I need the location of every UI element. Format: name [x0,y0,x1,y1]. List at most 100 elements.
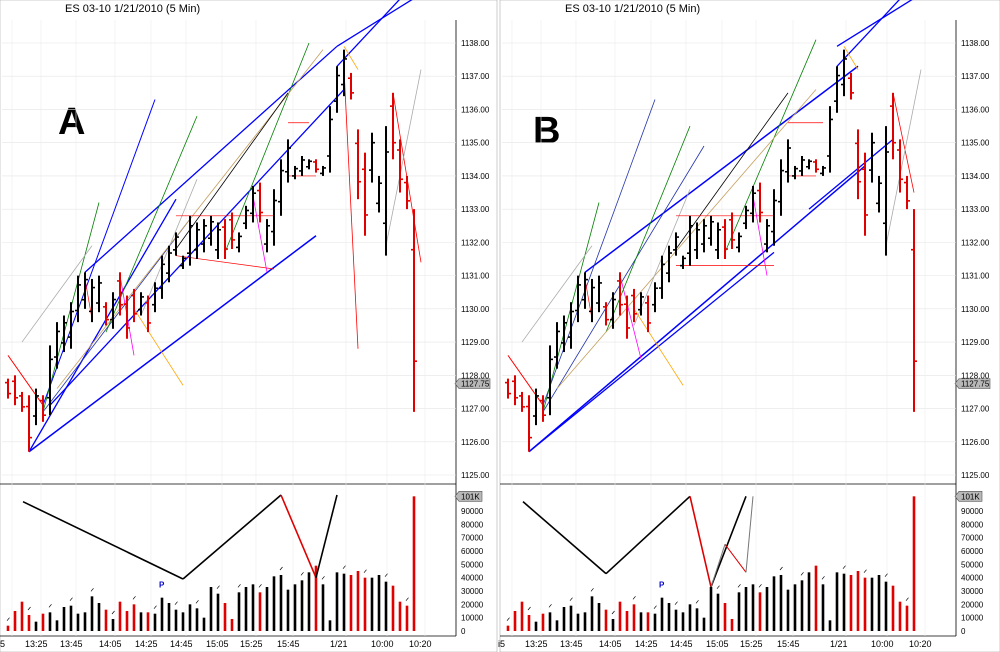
price-tick: 1133.00 [961,205,990,214]
trend-line [584,65,859,273]
volume-tick-mark [363,569,367,573]
trend-line [528,251,775,453]
time-tick: i5 [0,639,5,649]
volume-tick-mark [300,572,304,576]
volume-tick-mark [716,585,720,589]
panel-a-vertical-grid [11,20,426,636]
panel-b-frame [499,0,1000,652]
panel-b-trend-lines [507,0,922,453]
volume-tick-mark [153,605,157,609]
panel-b-title: ES 03-10 1/21/2010 (5 Min) [565,3,700,15]
panel-b-time-ticks: i5 13:25 13:45 14:05 14:25 14:45 15:05 1… [498,639,932,649]
volume-bar [363,577,367,631]
volume-tick-mark [611,610,615,615]
volume-bar [377,575,381,631]
trend-line [885,69,922,246]
panel-b-price-bars [505,49,917,452]
panel-a-price-bars [5,49,417,452]
volume-bar [814,565,818,631]
trend-line [336,0,400,67]
price-tick: 1127.00 [961,405,990,414]
volume-bar [786,589,790,631]
volume-bar [146,612,150,631]
price-tick: 1137.00 [461,72,490,81]
volume-tick: 10000 [961,614,984,623]
trend-line [175,255,275,270]
volume-tick-mark [258,584,262,588]
volume-tick: 20000 [961,600,984,609]
trend-line [252,195,268,273]
volume-bar [223,603,227,631]
trend-line [28,198,177,453]
volume-bar [251,584,255,631]
panel-b-volume-bars [506,496,916,631]
trend-line [752,195,768,276]
volume-bar [279,575,283,631]
trend-line [21,245,93,343]
volume-tick: 0 [961,627,966,636]
volume-bar [237,592,241,631]
volume-tick-mark [905,597,909,601]
volume-tick-mark [111,610,115,615]
volume-bar [20,601,24,631]
volume-bar [97,603,101,631]
trend-line [619,275,642,359]
volume-tick: 50000 [961,560,984,569]
volume-bar [653,613,657,631]
volume-tick-mark [758,584,762,588]
volume-bar [244,587,248,631]
trend-line [633,308,684,386]
time-tick: 15:05 [206,639,229,649]
time-tick: i5 [498,639,505,649]
volume-bar [898,601,902,631]
volume-bar [828,620,832,631]
trend-line [336,0,413,47]
volume-bar [548,612,552,631]
price-tick: 1137.00 [961,72,990,81]
panel-a-volume-badge: 101K [454,491,483,502]
price-tick: 1125.00 [461,471,490,480]
volume-bar [681,612,685,631]
time-tick: 15:25 [240,639,263,649]
volume-bar [520,601,524,631]
volume-bar [863,577,867,631]
time-tick: 14:25 [135,639,158,649]
volume-tick: 0 [461,627,466,636]
trend-line [84,278,93,319]
volume-bar [405,605,409,631]
volume-bar [41,613,45,631]
trend-line [808,138,894,210]
volume-bar [555,620,559,631]
volume-bar [744,587,748,631]
trend-line [843,46,859,70]
volume-bar [723,603,727,631]
volume-tick-mark [695,600,699,604]
panel-a-volume-ticks: 90000 80000 70000 60000 50000 40000 3000… [461,507,484,636]
volume-tick-mark [384,573,388,577]
volume-bar [611,619,615,631]
price-tick: 1133.00 [461,205,490,214]
volume-zigzag-leg [710,544,726,588]
panel-a-label: A [58,101,85,143]
trend-line [7,355,44,406]
panel-a-title: ES 03-10 1/21/2010 (5 Min) [65,3,200,15]
price-tick: 1134.00 [461,172,490,181]
volume-bar [188,604,192,631]
volume-bar [328,620,332,631]
volume-bar [912,496,916,631]
volume-tick-mark [69,597,73,601]
volume-bar [618,601,622,631]
volume-tick-mark [737,584,741,588]
volume-tick-mark [90,588,94,592]
time-tick: 10:20 [409,639,432,649]
time-tick: 13:25 [25,639,48,649]
volume-zigzag-leg [182,494,282,580]
volume-bar [702,617,706,631]
volume-bar [335,572,339,631]
time-tick: 1/21 [830,639,848,649]
time-tick: 14:25 [635,639,658,649]
volume-bar [307,572,311,631]
volume-bar [506,625,510,631]
volume-tick-mark [342,565,346,569]
